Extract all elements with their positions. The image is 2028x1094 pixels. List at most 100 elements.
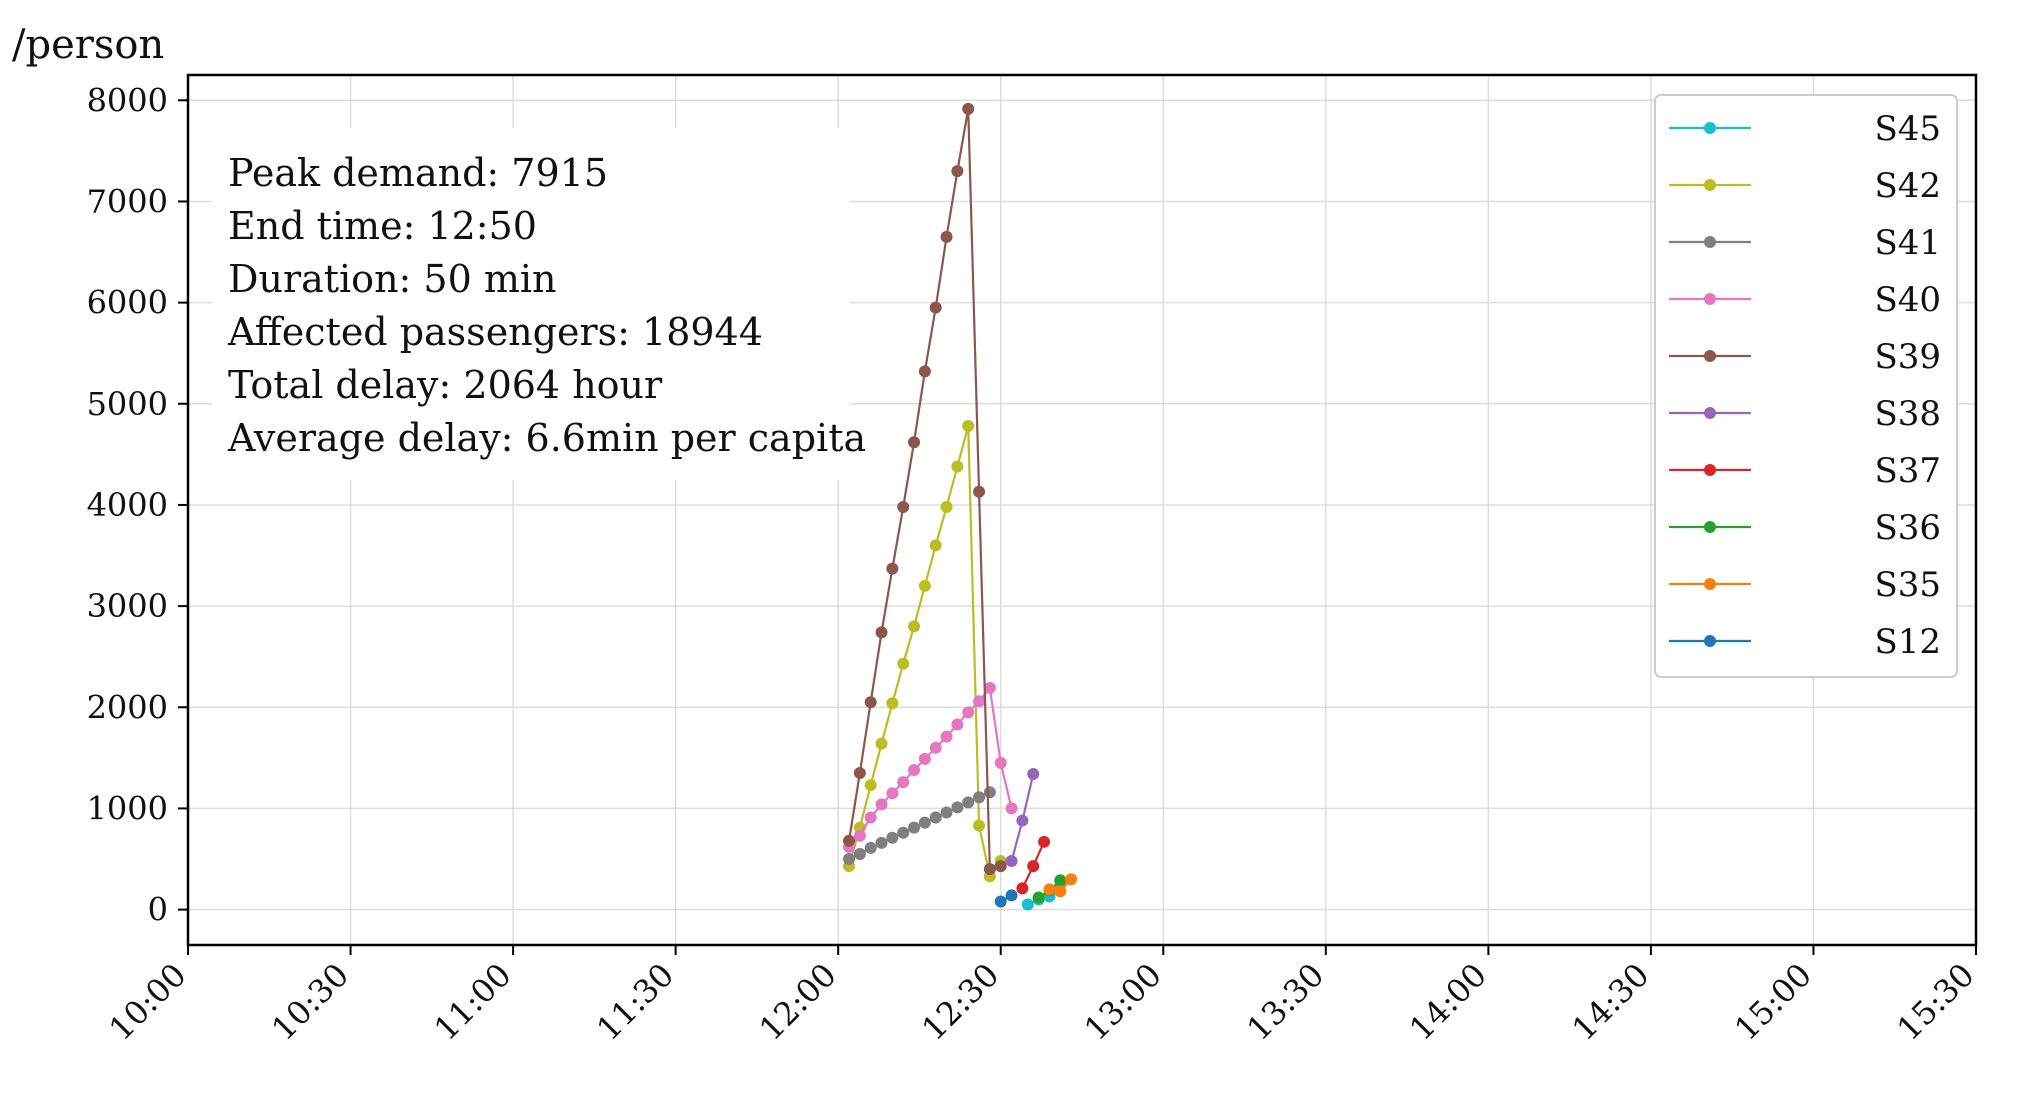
data-point [897,500,910,513]
data-point [951,718,964,731]
legend-label: S35 [1874,565,1941,605]
legend-marker [1704,236,1716,248]
data-point [962,420,975,433]
legend-marker [1704,350,1716,362]
legend-entry: S38 [1669,394,1941,434]
x-tick-label: 14:30 [1564,956,1656,1048]
data-point [994,895,1007,908]
legend-marker [1704,407,1716,419]
legend: S45 S42 S41 S40 S39 S38 S37 S36 S35 S12 [1654,94,1958,678]
data-point [1005,855,1018,868]
annotation-line: Average delay: 6.6min per capita [227,416,866,460]
legend-entry: S37 [1669,451,1941,491]
data-point [1016,882,1029,895]
data-point [962,706,975,719]
data-point [864,696,877,709]
data-point [973,819,986,832]
annotation-line: Affected passengers: 18944 [227,310,763,354]
data-point [897,776,910,789]
data-point [875,798,888,811]
data-point [843,834,856,847]
legend-label: S42 [1874,166,1941,206]
legend-label: S41 [1874,223,1941,263]
data-point [983,682,996,695]
data-point [1027,768,1040,781]
x-tick-label: 15:00 [1727,956,1819,1048]
annotation-box: Peak demand: 7915 End time: 12:50 Duration… [212,128,866,480]
legend-label: S39 [1874,337,1941,377]
x-tick-label: 12:00 [752,956,844,1048]
data-point [897,657,910,670]
y-tick-label: 2000 [87,688,168,726]
data-point [940,230,953,243]
data-point [951,165,964,178]
data-point [994,860,1007,873]
data-point [908,436,921,449]
x-tick-label: 15:30 [1890,956,1982,1048]
y-tick-label: 4000 [87,486,168,524]
legend-marker [1704,635,1716,647]
data-point [843,853,856,866]
data-point [1021,898,1034,911]
data-point [940,730,953,743]
data-point [929,539,942,552]
data-point [983,863,996,876]
series-s41 [843,786,996,866]
x-tick-label: 12:30 [914,956,1006,1048]
data-point [918,752,931,765]
x-tick-label: 13:30 [1239,956,1331,1048]
data-point [1027,860,1040,873]
legend-label: S12 [1874,622,1941,662]
data-point [1054,885,1067,898]
data-point [1054,874,1067,887]
data-point [864,811,877,824]
legend-marker [1704,521,1716,533]
y-tick-label: 5000 [87,385,168,423]
data-point [951,460,964,473]
x-tick-label: 10:30 [264,956,356,1048]
data-point [875,836,888,849]
data-point [983,786,996,799]
data-point [973,791,986,804]
data-point [929,741,942,754]
plot-series [843,102,1078,911]
legend-entry: S39 [1669,337,1941,377]
series-s37 [1016,835,1051,895]
data-point [853,829,866,842]
data-point [940,806,953,819]
annotation-line: Peak demand: 7915 [228,151,608,195]
legend-box [1654,94,1958,678]
legend-marker [1704,122,1716,134]
data-point [886,787,899,800]
annotation-line: End time: 12:50 [228,204,537,248]
data-point [1043,883,1056,896]
x-tick-label: 11:00 [427,956,519,1048]
legend-entry: S12 [1669,622,1941,662]
plot-frame [186,73,1978,947]
data-point [973,485,986,498]
data-point [875,737,888,750]
legend-marker [1704,464,1716,476]
data-point [886,831,899,844]
legend-marker [1704,293,1716,305]
legend-label: S37 [1874,451,1941,491]
legend-label: S40 [1874,280,1941,320]
data-point [864,841,877,854]
series-s12 [994,889,1018,908]
y-tick-label: 8000 [87,81,168,119]
y-axis-unit-label: /person [12,22,164,68]
legend-marker [1704,179,1716,191]
y-tick-label: 3000 [87,587,168,625]
legend-entry: S40 [1669,280,1941,320]
data-point [918,365,931,378]
series-s35 [1043,873,1078,898]
x-tick-label: 11:30 [589,956,681,1048]
data-point [1065,873,1078,886]
data-point [918,579,931,592]
data-point [853,767,866,780]
annotation-line: Duration: 50 min [228,257,557,301]
y-tick-label: 7000 [87,182,168,220]
legend-marker [1704,578,1716,590]
y-tick-label: 6000 [87,284,168,322]
series-s39 [843,102,1007,876]
